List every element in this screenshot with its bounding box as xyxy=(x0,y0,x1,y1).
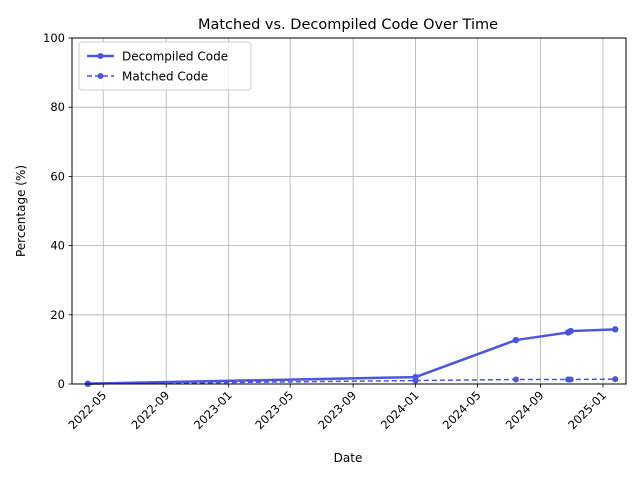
y-tick-label: 0 xyxy=(58,377,65,391)
x-tick-label: 2025-01 xyxy=(565,388,609,432)
y-tick-label: 80 xyxy=(50,100,65,114)
chart-title: Matched vs. Decompiled Code Over Time xyxy=(198,17,498,33)
x-tick-label: 2022-05 xyxy=(65,388,109,432)
series-line xyxy=(87,328,616,385)
plot-area-frame xyxy=(71,37,627,385)
data-point xyxy=(567,376,574,383)
series-layer xyxy=(84,326,619,387)
legend: Decompiled Code Matched Code xyxy=(78,41,252,91)
legend-label: Decompiled Code xyxy=(122,50,228,64)
data-point xyxy=(512,376,519,383)
x-tick-label: 2024-05 xyxy=(440,388,484,432)
data-point xyxy=(612,326,619,333)
legend-entry: Decompiled Code xyxy=(87,50,228,64)
axes: 0 20 40 60 80 100 2022-05 2022-09 2023-01 2023-05… xyxy=(43,31,609,432)
data-point xyxy=(567,327,574,335)
x-tick-label: 2024-01 xyxy=(378,388,422,432)
data-point xyxy=(612,376,619,383)
x-tick-label: 2023-01 xyxy=(191,388,235,432)
legend-frame xyxy=(78,41,252,91)
legend-label: Matched Code xyxy=(122,70,208,84)
x-tick-label: 2022-09 xyxy=(128,388,172,432)
y-tick-label: 20 xyxy=(50,308,65,322)
y-tick-label: 100 xyxy=(43,31,65,45)
y-axis-label: Percentage (%) xyxy=(14,165,28,257)
series-matched-code xyxy=(84,376,619,387)
data-point xyxy=(412,377,419,384)
legend-entry: Matched Code xyxy=(87,70,208,84)
legend-marker xyxy=(97,53,104,59)
legend-marker xyxy=(97,73,104,79)
x-tick-label: 2024-09 xyxy=(503,388,547,432)
x-tick-label: 2023-05 xyxy=(252,388,296,432)
x-axis-label: Date xyxy=(334,451,363,465)
series-line xyxy=(87,378,616,385)
data-point xyxy=(512,336,520,344)
series-decompiled-code xyxy=(84,326,619,387)
y-tick-label: 40 xyxy=(50,239,65,253)
x-tick-label: 2023-09 xyxy=(315,388,359,432)
y-tick-label: 60 xyxy=(50,169,65,183)
